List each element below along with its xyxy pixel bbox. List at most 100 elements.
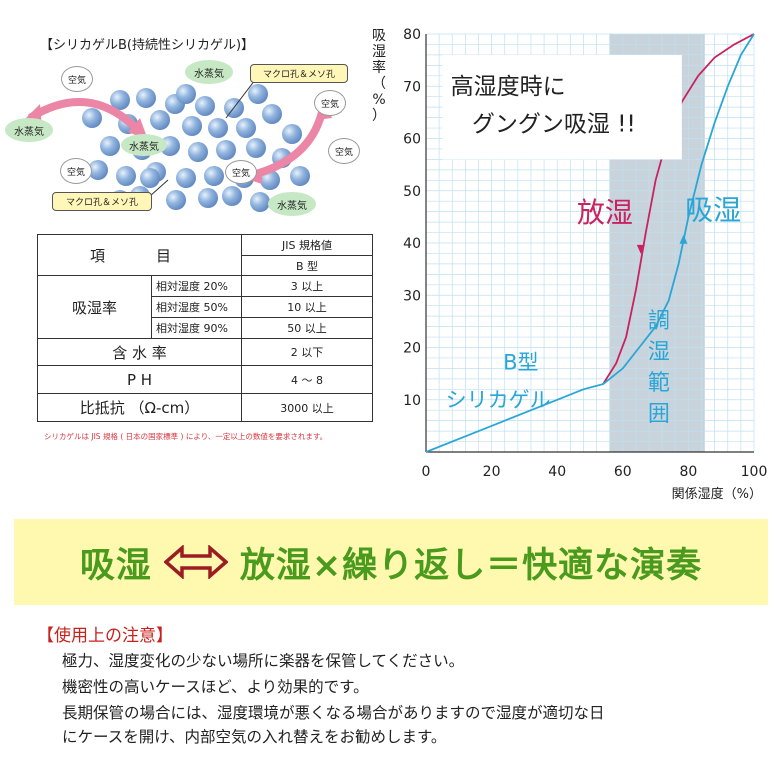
air-label: 空気 — [225, 160, 257, 184]
x-tick-label: 0 — [422, 464, 431, 480]
band-label-char: 湿 — [648, 340, 670, 365]
moisture-content-label: 含 水 率 — [37, 338, 242, 366]
y-axis-label: 吸湿率（%） — [372, 28, 386, 124]
silica-particle — [100, 136, 120, 156]
water-vapor-label: 水蒸気 — [5, 118, 53, 142]
condition-cell: 相対湿度 20% — [151, 275, 242, 297]
value-cell: 3 以上 — [241, 275, 373, 297]
air-label: 空気 — [328, 138, 360, 164]
silica-particle — [290, 166, 310, 186]
silica-particle — [216, 140, 236, 160]
silica-particle — [176, 84, 196, 104]
x-tick-label: 80 — [679, 464, 697, 480]
band-label-char: 調 — [648, 309, 670, 334]
value-cell: 10 以上 — [241, 296, 373, 318]
value-cell: 50 以上 — [241, 317, 373, 339]
y-axis-label-char: 湿 — [372, 44, 386, 60]
absorption-label: 吸湿率 — [37, 275, 152, 339]
banner-rest: 放湿×繰り返し＝快適な演奏 — [239, 545, 703, 586]
note-line: 機密性の高いケースほど、より効果的です。 — [62, 678, 369, 696]
silica-particle — [166, 190, 186, 210]
x-tick-label: 20 — [483, 464, 501, 480]
value-cell: 4 ～ 8 — [241, 365, 373, 394]
axes — [425, 34, 754, 453]
btype-line2: シリカゲル — [446, 388, 551, 412]
silica-particle — [88, 160, 108, 180]
headline-line2: グングン吸湿 !! — [472, 112, 636, 138]
silica-particle — [116, 166, 136, 186]
silica-particle — [282, 124, 302, 144]
x-tick-label: 40 — [548, 464, 566, 480]
silica-particle — [182, 116, 202, 136]
btype-line1: B型 — [503, 350, 538, 374]
y-axis-label-char: 率 — [372, 59, 386, 76]
silica-particle — [195, 96, 215, 116]
band-label-char: 囲 — [648, 402, 670, 427]
note-line: 長期保管の場合には、湿度環境が悪くなる場合がありますので湿度が適切な日 — [62, 704, 605, 722]
silica-particle — [222, 186, 242, 206]
silica-gel-diagram: 【シリカゲルB(持続性シリカゲル)】 水蒸気 水蒸気 水蒸気 水蒸気 空気 空気… — [0, 0, 390, 222]
y-tick-label: 80 — [403, 27, 421, 43]
diagram-title: 【シリカゲルB(持続性シリカゲル)】 — [40, 38, 255, 53]
banner-absorb: 吸湿 — [79, 545, 152, 586]
series-line-absorb — [425, 33, 755, 453]
water-vapor-label: 水蒸気 — [185, 60, 233, 84]
y-tick-label: 20 — [403, 341, 421, 357]
condition-cell: 相対湿度 90% — [151, 317, 242, 339]
macro-pore-label: マクロ孔＆メソ孔 — [250, 64, 348, 83]
y-axis-label-char: 吸 — [372, 28, 386, 44]
value-cell: 2 以下 — [241, 338, 373, 366]
ph-label: P H — [37, 365, 242, 394]
silica-particle — [150, 110, 170, 130]
air-label: 空気 — [61, 66, 93, 92]
absorb-label: 吸湿 — [685, 193, 741, 226]
y-tick-label: 30 — [403, 288, 421, 304]
tick-labels: 0 20 40 60 80 100 10 20 30 40 50 60 70 80 — [403, 27, 767, 480]
water-vapor-label: 水蒸気 — [268, 192, 316, 216]
silica-particle — [204, 166, 224, 186]
resistivity-label: 比抵抗 （Ω-cm） — [37, 393, 242, 422]
silica-particle — [136, 88, 156, 108]
note-line: にケースを開け、内部空気の入れ替えをお勧めします。 — [62, 728, 447, 746]
value-cell: 3000 以上 — [241, 393, 373, 422]
y-axis-label-char: （ — [372, 76, 386, 92]
release-arrowhead — [636, 244, 645, 254]
jis-spec-table: 項 目 JIS 規格値 B 型 吸湿率 相対湿度 20% 3 以上 相対湿度 5… — [37, 234, 373, 422]
y-tick-label: 40 — [403, 236, 421, 252]
x-tick-label: 60 — [614, 464, 632, 480]
double-arrow-icon — [163, 545, 228, 579]
release-label: 放湿 — [577, 196, 633, 229]
y-tick-label: 50 — [403, 184, 421, 200]
silica-particle — [198, 188, 218, 208]
headline-line1: 高湿度時に — [451, 74, 566, 100]
headline-bg — [442, 54, 682, 160]
vapor-out-arrow — [27, 97, 143, 135]
silica-particle — [262, 104, 282, 124]
silica-particle — [188, 142, 208, 162]
y-tick-label: 70 — [403, 79, 421, 95]
header-jis: JIS 規格値 — [241, 234, 373, 256]
jis-note: シリカゲルは JIS 規格 ( 日本の国家標準 ) により、一定以上の数値を要求… — [44, 432, 328, 441]
air-label: 空気 — [314, 90, 346, 116]
silica-particle — [110, 90, 130, 110]
y-tick-label: 60 — [403, 132, 421, 148]
notes-title: 【使用上の注意】 — [37, 626, 173, 646]
silica-particle — [82, 108, 102, 128]
silica-particle — [208, 118, 228, 138]
condition-cell: 相対湿度 50% — [151, 296, 242, 318]
macro-pore-label: マクロ孔＆メソ孔 — [52, 192, 152, 211]
air-in-arrow — [250, 110, 326, 179]
x-tick-label: 100 — [741, 464, 768, 480]
absorb-arrowhead — [679, 234, 688, 244]
header-type: B 型 — [241, 255, 373, 276]
y-tick-label: 10 — [403, 393, 421, 409]
silica-particle — [248, 84, 268, 104]
y-axis-label-char: % — [372, 92, 385, 108]
silica-particle — [246, 138, 266, 158]
band-label-char: 範 — [648, 371, 670, 396]
note-line: 極力、湿度変化の少ない場所に楽器を保管してください。 — [62, 652, 465, 670]
slogan-banner: 吸湿 放湿×繰り返し＝快適な演奏 — [14, 519, 768, 605]
y-axis-label-char: ） — [372, 108, 386, 124]
